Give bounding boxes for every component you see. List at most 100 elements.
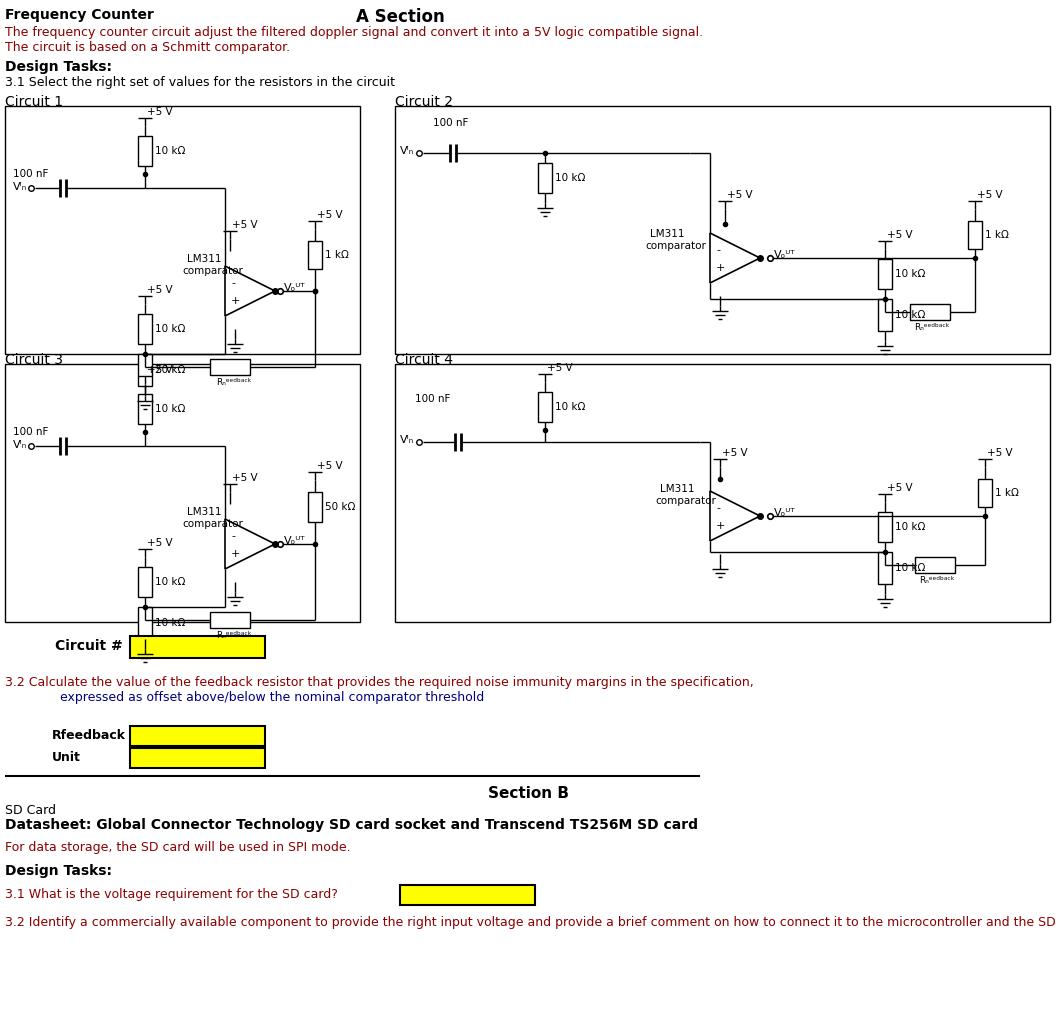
Text: -: - <box>716 245 720 255</box>
Text: -: - <box>231 531 235 541</box>
Text: 100 nF: 100 nF <box>433 118 469 128</box>
Text: comparator: comparator <box>655 496 716 506</box>
Text: Frequency Counter: Frequency Counter <box>5 8 154 22</box>
Text: 10 kΩ: 10 kΩ <box>895 563 925 573</box>
Text: Vᴵₙ: Vᴵₙ <box>400 146 414 156</box>
Text: +5 V: +5 V <box>317 210 342 220</box>
Text: comparator: comparator <box>182 519 243 529</box>
Text: Vₒᵁᵀ: Vₒᵁᵀ <box>284 283 305 293</box>
Bar <box>878 552 892 584</box>
Text: 10 kΩ: 10 kΩ <box>155 577 186 587</box>
Text: Circuit 1: Circuit 1 <box>5 95 63 109</box>
Text: Circuit #: Circuit # <box>55 639 122 653</box>
Text: 1 kΩ: 1 kΩ <box>985 230 1008 240</box>
Text: 1 kΩ: 1 kΩ <box>325 250 348 260</box>
Text: Unit: Unit <box>52 751 81 764</box>
Bar <box>308 241 322 269</box>
Bar <box>878 259 892 289</box>
Text: Rₙᵉᵉᵈᵇᵃᶜᵏ: Rₙᵉᵉᵈᵇᵃᶜᵏ <box>914 323 949 332</box>
Bar <box>138 354 152 386</box>
Bar <box>210 612 250 628</box>
Text: 50 kΩ: 50 kΩ <box>325 502 356 512</box>
Text: 100 nF: 100 nF <box>13 169 49 179</box>
Text: +: + <box>231 296 241 306</box>
Text: -: - <box>231 278 235 288</box>
Bar <box>138 136 152 166</box>
Text: Datasheet: Global Connector Technology SD card socket and Transcend TS256M SD ca: Datasheet: Global Connector Technology S… <box>5 818 698 832</box>
Text: Vᴵₙ: Vᴵₙ <box>13 182 27 192</box>
Bar <box>978 479 992 507</box>
Text: +5 V: +5 V <box>887 483 912 493</box>
Text: +5 V: +5 V <box>147 107 172 117</box>
Text: comparator: comparator <box>645 241 705 251</box>
Bar <box>538 393 552 422</box>
Text: +5 V: +5 V <box>987 448 1013 458</box>
Text: 10 kΩ: 10 kΩ <box>155 618 186 628</box>
Bar <box>968 221 982 249</box>
Text: comparator: comparator <box>182 266 243 276</box>
Text: 3.1 Select the right set of values for the resistors in the circuit: 3.1 Select the right set of values for t… <box>5 76 395 89</box>
Text: Vₒᵁᵀ: Vₒᵁᵀ <box>284 536 305 546</box>
Text: Circuit 3: Circuit 3 <box>5 353 63 367</box>
Text: The circuit is based on a Schmitt comparator.: The circuit is based on a Schmitt compar… <box>5 41 290 54</box>
Bar <box>138 394 152 424</box>
Text: 100 nF: 100 nF <box>415 394 450 404</box>
Text: Section B: Section B <box>488 786 568 801</box>
Text: +: + <box>231 549 241 559</box>
Bar <box>5 364 360 622</box>
Text: 100 nF: 100 nF <box>13 427 49 437</box>
Text: 3.2 Identify a commercially available component to provide the right input volta: 3.2 Identify a commercially available co… <box>5 916 1056 929</box>
Text: 10 kΩ: 10 kΩ <box>155 404 186 414</box>
Text: 3.2 Calculate the value of the feedback resistor that provides the required nois: 3.2 Calculate the value of the feedback … <box>5 676 754 689</box>
Text: LM311: LM311 <box>650 229 684 239</box>
Text: +5 V: +5 V <box>147 285 172 295</box>
Text: LM311: LM311 <box>660 484 695 494</box>
Text: 10 kΩ: 10 kΩ <box>155 324 186 334</box>
Text: 3.1 What is the voltage requirement for the SD card?: 3.1 What is the voltage requirement for … <box>5 888 338 901</box>
Text: -: - <box>716 503 720 513</box>
Text: +5 V: +5 V <box>232 220 258 230</box>
Bar <box>130 636 265 658</box>
Bar <box>538 163 552 193</box>
Bar <box>910 304 950 320</box>
Text: Rₙᵉᵉᵈᵇᵃᶜᵏ: Rₙᵉᵉᵈᵇᵃᶜᵏ <box>216 631 251 640</box>
Text: +: + <box>716 521 725 531</box>
Bar <box>210 359 250 375</box>
Bar <box>5 106 360 354</box>
Text: Vᴵₙ: Vᴵₙ <box>13 440 27 450</box>
Text: +5 V: +5 V <box>727 190 753 200</box>
Text: Rₙᵉᵉᵈᵇᵃᶜᵏ: Rₙᵉᵉᵈᵇᵃᶜᵏ <box>216 378 251 387</box>
Text: LM311: LM311 <box>187 254 222 264</box>
Text: +5 V: +5 V <box>147 365 172 375</box>
Text: 10 kΩ: 10 kΩ <box>895 522 925 532</box>
Text: 20 kΩ: 20 kΩ <box>155 365 186 375</box>
Text: +5 V: +5 V <box>547 363 572 373</box>
Bar <box>308 492 322 522</box>
Text: 10 kΩ: 10 kΩ <box>895 269 925 279</box>
Text: Vᴵₙ: Vᴵₙ <box>400 435 414 445</box>
Text: A Section: A Section <box>356 8 445 26</box>
Text: expressed as offset above/below the nominal comparator threshold: expressed as offset above/below the nomi… <box>60 691 485 704</box>
Bar <box>138 607 152 639</box>
Text: +5 V: +5 V <box>722 448 748 458</box>
Text: 10 kΩ: 10 kΩ <box>895 310 925 320</box>
Text: Vₒᵁᵀ: Vₒᵁᵀ <box>774 250 795 260</box>
Bar <box>914 557 955 573</box>
Text: Vₒᵁᵀ: Vₒᵁᵀ <box>774 508 795 518</box>
Text: Circuit 4: Circuit 4 <box>395 353 453 367</box>
Text: SD Card: SD Card <box>5 804 56 817</box>
Bar <box>395 106 1050 354</box>
Bar <box>878 512 892 542</box>
Text: +5 V: +5 V <box>147 538 172 548</box>
Text: 10 kΩ: 10 kΩ <box>555 173 585 183</box>
Bar <box>395 364 1050 622</box>
Text: Rfeedback: Rfeedback <box>52 728 126 742</box>
Text: 10 kΩ: 10 kΩ <box>555 402 585 412</box>
Text: +5 V: +5 V <box>317 461 342 471</box>
Text: 1 kΩ: 1 kΩ <box>995 488 1019 498</box>
Text: The frequency counter circuit adjust the filtered doppler signal and convert it : The frequency counter circuit adjust the… <box>5 26 703 39</box>
Bar <box>130 726 265 746</box>
Bar <box>400 885 535 905</box>
Text: 10 kΩ: 10 kΩ <box>155 146 186 156</box>
Bar <box>130 748 265 768</box>
